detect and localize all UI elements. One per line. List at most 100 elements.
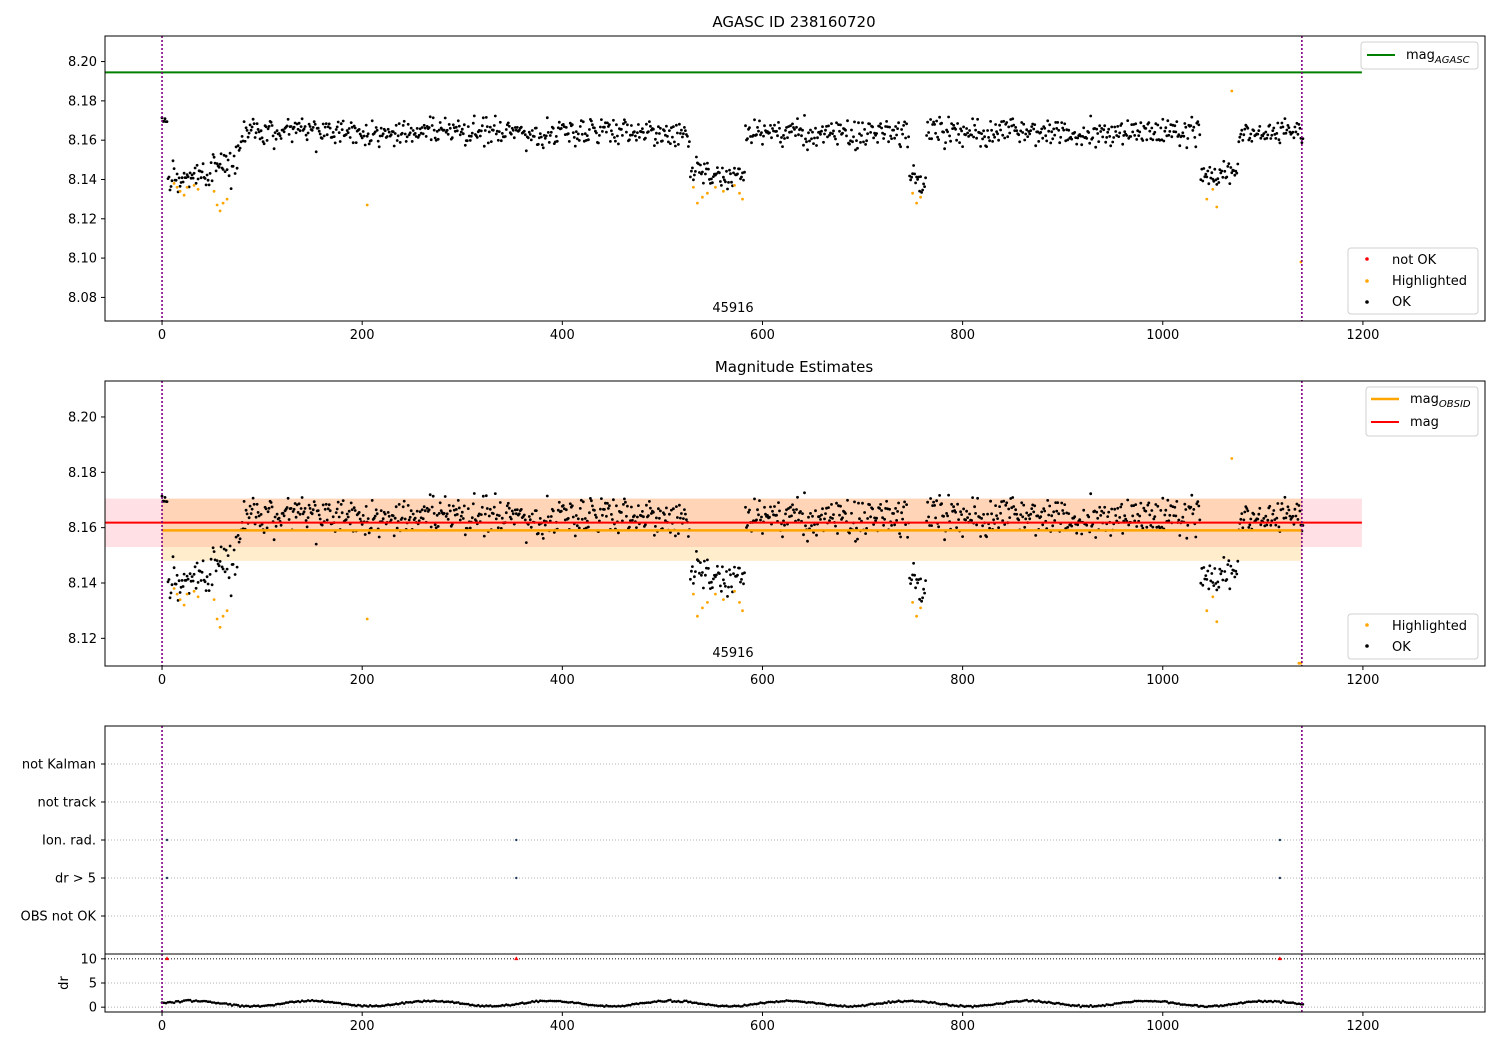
ok-point	[778, 126, 781, 130]
ok-point	[671, 135, 674, 139]
ok-point	[1136, 512, 1140, 516]
ok-point	[554, 135, 558, 138]
dr-point	[346, 1003, 350, 1006]
ok-point	[769, 505, 772, 509]
ok-point	[1225, 175, 1229, 179]
dr-point	[410, 1001, 414, 1004]
ok-point	[922, 587, 925, 591]
ok-point	[1140, 524, 1144, 528]
highlighted-point	[175, 185, 179, 189]
ok-point	[850, 128, 853, 132]
ok-point	[1109, 534, 1113, 537]
dr-point	[1233, 1002, 1237, 1006]
ok-point	[482, 144, 486, 148]
ok-point	[433, 136, 437, 140]
ok-point	[1294, 514, 1298, 518]
x-tick-label: 400	[550, 1019, 575, 1034]
ok-point	[1258, 125, 1262, 128]
dr-point	[997, 1002, 1000, 1005]
ok-point	[810, 137, 813, 141]
ok-point	[841, 131, 844, 135]
ok-point	[1178, 144, 1182, 148]
y-tick-label: 8.14	[68, 173, 97, 188]
ok-point	[226, 554, 230, 557]
dr-point	[1043, 1000, 1046, 1004]
ok-point	[1131, 514, 1135, 518]
ok-point	[653, 533, 656, 537]
ok-point	[971, 496, 974, 499]
ok-point	[1133, 519, 1137, 523]
highlighted-point	[178, 598, 182, 601]
ok-point	[1259, 136, 1263, 140]
ok-point	[1004, 503, 1008, 507]
ok-point	[607, 507, 610, 510]
ok-point	[667, 140, 670, 144]
ok-point	[1174, 130, 1178, 134]
ok-point	[247, 516, 251, 520]
dr-axis-label: dr	[57, 976, 72, 990]
ok-point	[691, 166, 694, 170]
dr-point	[729, 1005, 732, 1008]
ok-point	[949, 139, 952, 143]
dr-point	[603, 1005, 606, 1008]
ok-point	[437, 128, 441, 132]
ok-point	[795, 508, 798, 511]
ok-point	[536, 142, 540, 146]
ok-point	[1141, 526, 1145, 530]
ok-point	[1007, 125, 1011, 129]
ok-point	[1213, 167, 1217, 171]
ok-point	[921, 188, 924, 192]
ok-point	[937, 138, 940, 142]
dr-point	[917, 1000, 920, 1003]
ok-point	[924, 579, 927, 582]
ok-point	[445, 512, 449, 516]
ok-point	[174, 178, 178, 182]
ok-point	[600, 118, 603, 121]
ok-point	[1214, 582, 1218, 585]
dr-point	[575, 1001, 578, 1005]
dr-point	[647, 1001, 650, 1004]
dr-point	[1063, 1003, 1066, 1006]
ok-point	[436, 137, 440, 141]
ok-point	[204, 589, 208, 592]
dr-point	[260, 1004, 264, 1008]
dr-point	[873, 1003, 876, 1006]
ok-point	[418, 127, 422, 131]
dr-point	[869, 1002, 872, 1006]
ok-point	[763, 505, 766, 509]
ok-point	[1022, 122, 1026, 126]
ok-point	[701, 571, 704, 574]
dr-point	[1261, 1000, 1265, 1004]
highlighted-point	[915, 201, 918, 205]
ok-point	[1116, 125, 1120, 128]
ok-point	[457, 506, 461, 510]
obs-boundaries	[161, 726, 1303, 954]
dr-point	[533, 1000, 536, 1004]
dr-point	[1103, 1004, 1106, 1008]
ok-point	[1272, 509, 1276, 512]
dr-point	[318, 1000, 322, 1003]
ok-point	[855, 139, 858, 143]
ok-point	[799, 510, 802, 513]
ok-point	[311, 508, 315, 512]
dr-point	[561, 1000, 564, 1004]
ok-point	[285, 124, 289, 128]
ok-point	[956, 502, 959, 506]
ok-point	[871, 507, 874, 511]
ok-point	[298, 512, 302, 516]
ok-point	[459, 130, 463, 134]
ok-point	[587, 525, 590, 529]
dr-point	[581, 1002, 584, 1006]
legend-upper: magOBSID mag	[1365, 386, 1479, 437]
ok-point	[1177, 133, 1181, 137]
ok-point	[1129, 135, 1133, 138]
ok-point	[339, 503, 343, 506]
ok-point	[1233, 575, 1237, 579]
ok-point	[257, 514, 261, 518]
ok-point	[976, 496, 979, 500]
dr-point	[925, 1000, 928, 1004]
ok-point	[724, 584, 727, 588]
dr-point	[322, 1000, 326, 1003]
x-tick-label: 1200	[1346, 1019, 1379, 1034]
ok-point	[676, 131, 679, 135]
